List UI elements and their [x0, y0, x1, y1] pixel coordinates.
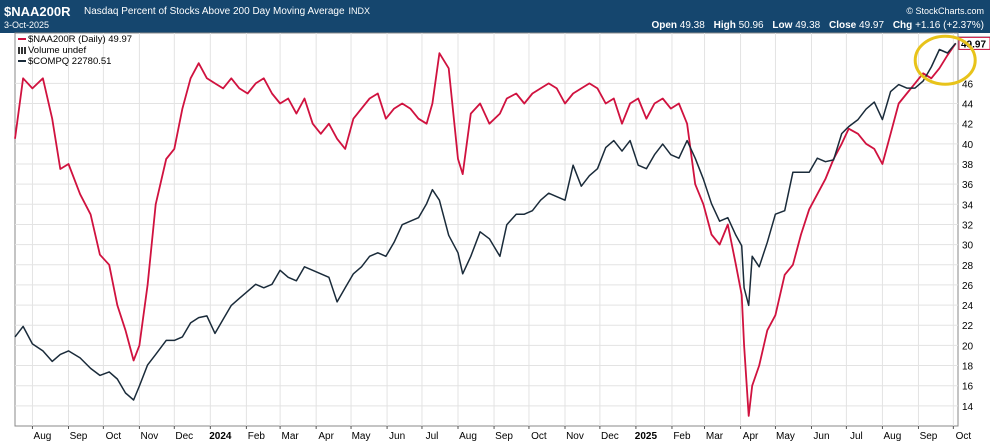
- y-tick-label: 24: [962, 301, 974, 312]
- x-tick-label: Mar: [281, 431, 299, 442]
- chart-legend: $NAA200R (Daily) 49.97 Volume undef $COM…: [18, 34, 132, 67]
- x-tick-label: Aug: [884, 431, 902, 442]
- close-label: Close: [829, 20, 857, 31]
- x-tick-label: Dec: [601, 431, 619, 442]
- legend-line-icon: [18, 60, 26, 63]
- y-tick-label: 26: [962, 281, 974, 292]
- legend-series-naa200r: $NAA200R (Daily) 49.97: [18, 34, 132, 45]
- x-tick-label: Oct: [956, 431, 972, 442]
- x-tick-label: 2025: [635, 431, 658, 442]
- last-value-tag-naa200r: [958, 36, 990, 50]
- legend-series-compq-label: $COMPQ 22780.51: [28, 56, 112, 67]
- ticker-name: Nasdaq Percent of Stocks Above 200 Day M…: [84, 6, 370, 17]
- y-tick-label: 38: [962, 160, 974, 171]
- x-tick-label: Apr: [318, 431, 334, 442]
- x-tick-label: Oct: [531, 431, 547, 442]
- chg-label: Chg: [892, 20, 913, 31]
- x-tick-label: Dec: [175, 431, 193, 442]
- ticker-symbol: $NAA200R: [4, 4, 71, 19]
- y-tick-label: 22: [962, 321, 974, 332]
- x-tick-label: May: [352, 431, 371, 442]
- x-tick-label: Feb: [248, 431, 266, 442]
- x-tick-label: Jul: [850, 431, 863, 442]
- x-tick-label: Mar: [706, 431, 724, 442]
- last-value-label-naa200r: 49.97: [961, 39, 986, 50]
- legend-bar-icon: [18, 46, 26, 54]
- exchange-label: INDX: [348, 6, 371, 16]
- x-tick-label: Aug: [34, 431, 52, 442]
- y-tick-label: 40: [962, 140, 974, 151]
- chart-header: $NAA200R Nasdaq Percent of Stocks Above …: [0, 0, 990, 33]
- y-tick-label: 20: [962, 341, 974, 352]
- y-tick-label: 32: [962, 220, 974, 231]
- plot-area: [14, 32, 959, 427]
- y-tick-label: 36: [962, 180, 974, 191]
- high-label: High: [713, 20, 736, 31]
- y-tick-label: 18: [962, 362, 974, 373]
- x-tick-label: Feb: [673, 431, 691, 442]
- x-tick-label: Sep: [495, 431, 513, 442]
- y-tick-label: 46: [962, 79, 974, 90]
- y-tick-label: 44: [962, 100, 974, 111]
- legend-series-naa200r-label: $NAA200R (Daily) 49.97: [28, 34, 133, 45]
- ohlc-readout: Open 49.38 High 50.96 Low 49.38 Close 49…: [645, 20, 984, 31]
- x-tick-label: Apr: [743, 431, 759, 442]
- chart-date: 3-Oct-2025: [4, 20, 50, 30]
- y-tick-label: 42: [962, 120, 974, 131]
- x-tick-label: Sep: [70, 431, 88, 442]
- x-tick-label: Sep: [920, 431, 938, 442]
- x-tick-label: Jul: [426, 431, 439, 442]
- close-value: 49.97: [859, 20, 885, 31]
- chg-value: +1.16 (+2.37%): [915, 20, 984, 31]
- x-tick-label: Oct: [106, 431, 122, 442]
- low-value: 49.38: [795, 20, 821, 31]
- y-tick-label: 30: [962, 241, 974, 252]
- y-tick-label: 34: [962, 200, 974, 211]
- x-tick-label: 2024: [209, 431, 232, 442]
- x-tick-label: Aug: [459, 431, 477, 442]
- legend-series-compq: $COMPQ 22780.51: [18, 56, 132, 67]
- x-tick-label: Nov: [566, 431, 584, 442]
- low-label: Low: [772, 20, 793, 31]
- brand-label: © StockCharts.com: [906, 6, 984, 16]
- legend-volume-label: Volume undef: [28, 45, 87, 56]
- open-value: 49.38: [679, 20, 705, 31]
- high-value: 50.96: [738, 20, 764, 31]
- highlight-circle-annotation: [913, 34, 977, 86]
- open-label: Open: [651, 20, 677, 31]
- y-tick-label: 14: [962, 402, 974, 413]
- x-tick-label: Nov: [141, 431, 159, 442]
- y-tick-label: 16: [962, 382, 974, 393]
- series-line-compq: [14, 42, 957, 401]
- legend-volume: Volume undef: [18, 45, 132, 56]
- x-tick-label: Jun: [813, 431, 829, 442]
- ticker-description: Nasdaq Percent of Stocks Above 200 Day M…: [84, 6, 345, 17]
- legend-line-icon: [18, 38, 26, 41]
- series-line-naa200r: [14, 42, 957, 417]
- y-tick-label: 28: [962, 261, 974, 272]
- x-tick-label: Jun: [389, 431, 405, 442]
- x-tick-label: May: [776, 431, 795, 442]
